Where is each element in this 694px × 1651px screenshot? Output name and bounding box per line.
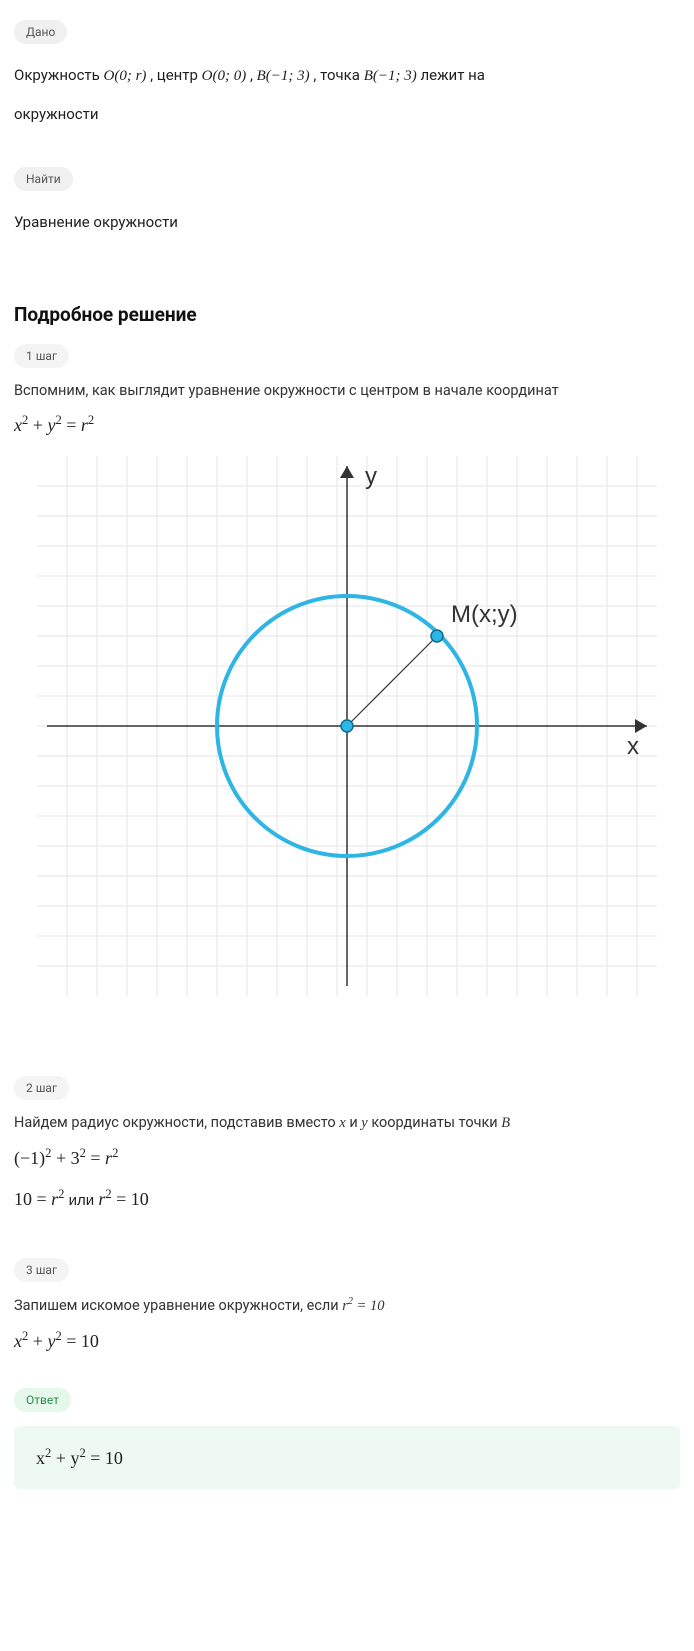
given-line-2: окружности [14, 99, 680, 129]
given-tag: Дано [14, 20, 67, 44]
text: , [246, 66, 256, 84]
step-1-tag: 1 шаг [14, 344, 69, 368]
text: и [346, 1114, 362, 1131]
text: Запишем искомое уравнение окружности, ес… [14, 1297, 342, 1314]
math-O-r: O(0; r) [104, 68, 147, 84]
svg-text:y: y [365, 463, 377, 490]
answer-tag: Ответ [14, 1388, 71, 1412]
chart-container: x y M(x;y) [14, 456, 680, 996]
given-line-1: Окружность O(0; r) , центр O(0; 0) , B(−… [14, 60, 680, 91]
text: координаты точки [368, 1114, 502, 1131]
find-text: Уравнение окружности [14, 207, 680, 237]
svg-text:x: x [627, 733, 639, 760]
circle-diagram: x y M(x;y) [37, 456, 657, 996]
step-3-eq: x2 + y2 = 10 [14, 1329, 680, 1352]
find-tag: Найти [14, 167, 73, 191]
math-B1: B(−1; 3) [257, 68, 310, 84]
text: Найдем радиус окружности, подставив вмес… [14, 1114, 339, 1131]
step-2-desc: Найдем радиус окружности, подставив вмес… [14, 1114, 680, 1132]
step-1-eq: x2 + y2 = r2 [14, 413, 680, 436]
math-B: B [501, 1115, 510, 1131]
step-2-eq2: 10 = r2 или r2 = 10 [14, 1187, 680, 1210]
step-2-tag: 2 шаг [14, 1076, 69, 1100]
math-O-00: O(0; 0) [202, 68, 247, 84]
step-3-desc: Запишем искомое уравнение окружности, ес… [14, 1296, 680, 1315]
math-r2: r2 = 10 [342, 1298, 384, 1314]
svg-text:M(x;y): M(x;y) [451, 601, 518, 628]
step-2-eq1: (−1)2 + 32 = r2 [14, 1146, 680, 1169]
text: Окружность [14, 66, 104, 84]
step-1-desc: Вспомним, как выглядит уравнение окружно… [14, 382, 680, 399]
text: , центр [146, 66, 201, 84]
text-or: или [64, 1192, 98, 1209]
step-3-tag: 3 шаг [14, 1258, 69, 1282]
text: , точка [310, 66, 364, 84]
math-B2: B(−1; 3) [364, 68, 417, 84]
answer-box: x2 + y2 = 10 [14, 1426, 680, 1489]
solution-title: Подробное решение [14, 303, 680, 326]
text: лежит на [417, 66, 485, 84]
